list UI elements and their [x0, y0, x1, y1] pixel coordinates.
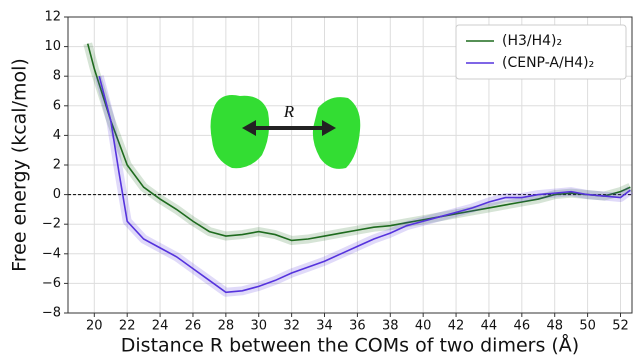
- series-band: [99, 76, 630, 292]
- y-tick-label: −6: [42, 276, 61, 291]
- x-tick-label: 52: [612, 319, 629, 334]
- y-tick-label: 6: [53, 98, 61, 113]
- x-tick-label: 26: [185, 319, 202, 334]
- y-axis-label: Free energy (kcal/mol): [9, 58, 31, 272]
- annotation: R: [283, 102, 295, 121]
- y-tick-label: 8: [53, 69, 61, 84]
- x-tick-label: 46: [514, 319, 531, 334]
- x-tick-label: 44: [481, 319, 498, 334]
- y-tick-label: 10: [44, 39, 61, 54]
- y-tick-label: 12: [44, 10, 61, 25]
- x-tick-label: 50: [579, 319, 596, 334]
- y-tick-label: 4: [53, 128, 61, 143]
- y-tick-label: −4: [42, 246, 61, 261]
- x-tick-label: 32: [283, 319, 300, 334]
- x-tick-label: 42: [448, 319, 465, 334]
- x-tick-label: 40: [415, 319, 432, 334]
- dimer-left: [211, 95, 270, 168]
- y-tick-label: 2: [53, 158, 61, 173]
- legend-label: (H3/H4)₂: [502, 33, 562, 49]
- x-tick-label: 28: [218, 319, 235, 334]
- x-tick-label: 36: [349, 319, 366, 334]
- y-tick-label: −8: [42, 306, 61, 321]
- inset-image: R: [211, 95, 361, 169]
- x-tick-label: 24: [152, 319, 169, 334]
- x-tick-label: 22: [119, 319, 136, 334]
- x-tick-label: 30: [250, 319, 267, 334]
- chart: 2022242628303234363840424446485052−8−6−4…: [0, 0, 643, 359]
- x-tick-label: 34: [316, 319, 333, 334]
- page: 2022242628303234363840424446485052−8−6−4…: [0, 0, 643, 359]
- y-tick-label: −2: [42, 217, 61, 232]
- x-axis-label: Distance R between the COMs of two dimer…: [121, 334, 579, 357]
- legend-label: (CENP-A/H4)₂: [502, 55, 594, 71]
- x-tick-label: 38: [382, 319, 399, 334]
- x-tick-label: 48: [546, 319, 563, 334]
- dimer-right: [313, 97, 360, 169]
- x-tick-label: 20: [86, 319, 103, 334]
- y-tick-label: 0: [53, 187, 61, 202]
